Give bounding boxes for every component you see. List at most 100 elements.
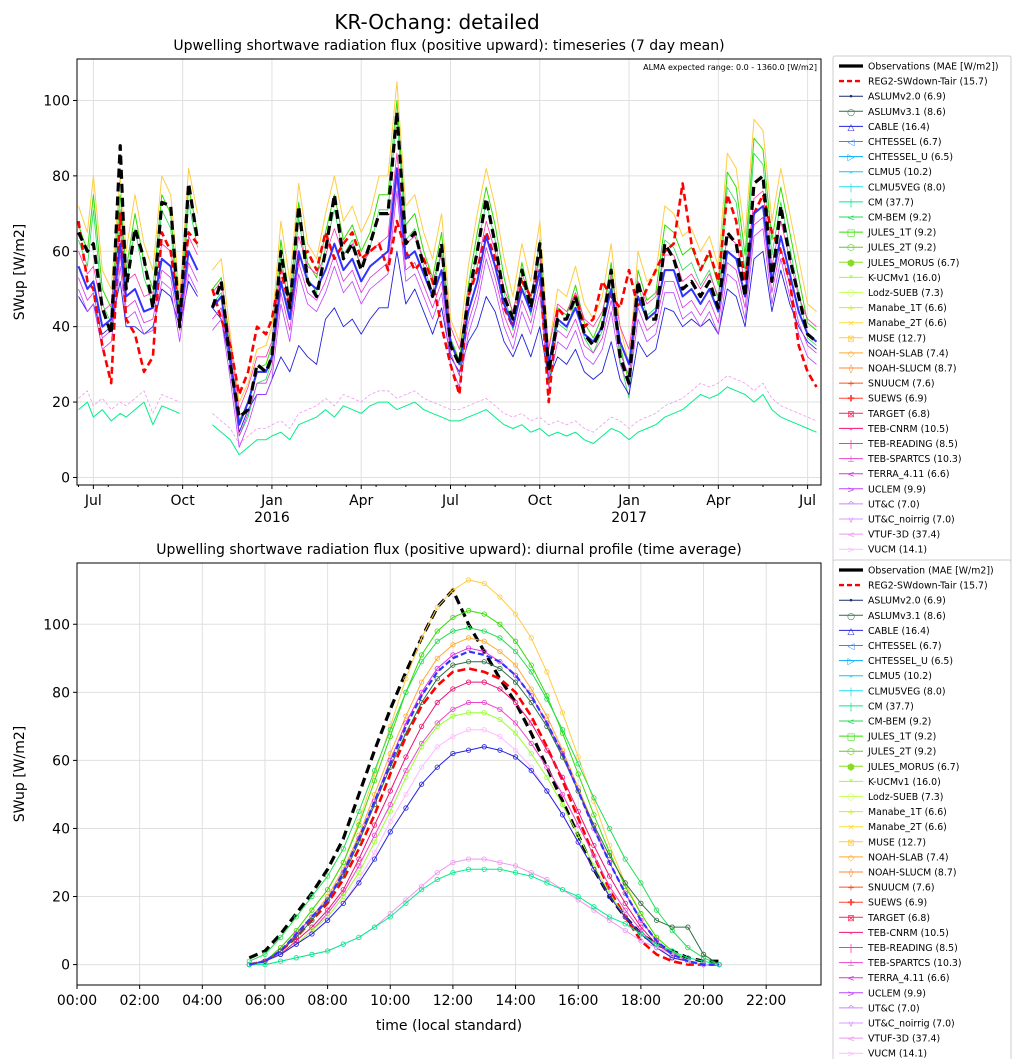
top-x-tick-label: Jan bbox=[260, 493, 283, 509]
legend-box bbox=[832, 559, 1012, 1059]
bottom-point bbox=[528, 699, 534, 706]
legend-label: Manabe_1T (6.6) bbox=[868, 807, 947, 818]
bottom-point bbox=[544, 747, 550, 753]
bottom-point bbox=[716, 961, 722, 968]
bottom-chart-legend: Observation (MAE [W/m2]) REG2-SWdown-Tair… bbox=[832, 559, 1012, 1059]
legend-label: SNUUCM (7.6) bbox=[868, 379, 935, 390]
legend-label: ASLUMv3.1 (8.6) bbox=[868, 611, 946, 622]
bottom-point bbox=[638, 927, 644, 934]
bottom-point bbox=[465, 635, 472, 641]
bottom-point bbox=[481, 611, 487, 617]
bottom-point bbox=[340, 859, 346, 866]
legend-marker: | bbox=[849, 944, 852, 954]
bottom-point bbox=[544, 764, 550, 770]
bottom-point bbox=[418, 659, 425, 665]
bottom-x-tick-label: 20:00 bbox=[683, 993, 723, 1009]
bottom-point bbox=[371, 849, 378, 855]
legend-label: SNUUCM (7.6) bbox=[868, 883, 935, 894]
bottom-point bbox=[512, 679, 519, 685]
legend-marker: | bbox=[849, 198, 852, 208]
bottom-x-tick-label: 18:00 bbox=[621, 993, 661, 1009]
bottom-point bbox=[575, 808, 581, 815]
bottom-point bbox=[606, 873, 613, 879]
bottom-point bbox=[278, 958, 284, 964]
legend-marker: < bbox=[847, 1035, 855, 1045]
legend-marker: ◊ bbox=[849, 364, 854, 375]
bottom-y-tick-label: 80 bbox=[52, 685, 70, 701]
bottom-point bbox=[606, 842, 613, 849]
bottom-x-tick-label: 06:00 bbox=[245, 993, 285, 1009]
bottom-point bbox=[434, 720, 440, 726]
bottom-point bbox=[434, 764, 440, 770]
bottom-point bbox=[371, 778, 378, 784]
bottom-point bbox=[512, 720, 519, 726]
legend-label: CM-BEM (9.2) bbox=[868, 717, 931, 728]
legend-marker: > bbox=[847, 546, 855, 556]
bottom-point bbox=[465, 679, 472, 685]
bottom-point bbox=[669, 955, 675, 961]
bottom-point bbox=[512, 699, 519, 706]
bottom-point bbox=[387, 910, 393, 917]
legend-marker: ◁ bbox=[848, 642, 855, 652]
bottom-point bbox=[497, 648, 503, 655]
top-series-reg2 bbox=[77, 182, 818, 404]
bottom-chart-title: Upwelling shortwave radiation flux (posi… bbox=[156, 542, 741, 558]
bottom-point bbox=[622, 914, 628, 920]
bottom-point bbox=[434, 604, 440, 610]
top-series-uclem bbox=[78, 190, 817, 448]
legend-marker: > bbox=[847, 1050, 855, 1059]
bottom-point bbox=[606, 883, 613, 889]
bottom-chart-y-label: SWup [W/m2] bbox=[12, 726, 28, 822]
legend-marker: + bbox=[847, 304, 855, 314]
bottom-x-tick-label: 04:00 bbox=[182, 993, 222, 1009]
top-x-tick-label: Jul bbox=[798, 493, 816, 509]
bottom-point bbox=[465, 645, 472, 651]
legend-label: TEB-SPARTCS (10.3) bbox=[867, 454, 962, 465]
top-x-tick-label: Oct bbox=[171, 493, 196, 509]
bottom-point bbox=[371, 839, 378, 845]
bottom-x-tick-label: 12:00 bbox=[433, 993, 473, 1009]
legend-marker: △ bbox=[848, 123, 855, 133]
legend-label: JULES_MORUS (6.7) bbox=[867, 762, 959, 773]
bottom-point bbox=[403, 676, 409, 682]
bottom-point bbox=[559, 802, 566, 808]
legend-box bbox=[832, 55, 1012, 578]
bottom-point bbox=[434, 676, 440, 682]
legend-label: K-UCMv1 (16.0) bbox=[868, 777, 941, 788]
bottom-point bbox=[528, 720, 534, 726]
legend-label: ASLUMv3.1 (8.6) bbox=[868, 107, 946, 118]
top-y-tick-label: 80 bbox=[52, 169, 70, 185]
bottom-point bbox=[246, 958, 252, 964]
legend-marker: < bbox=[847, 531, 855, 541]
bottom-point bbox=[544, 713, 550, 719]
legend-label: CLMU5VEG (8.0) bbox=[868, 182, 946, 193]
bottom-point bbox=[434, 638, 440, 644]
bottom-point bbox=[559, 727, 566, 733]
bottom-point bbox=[575, 754, 581, 760]
bottom-point bbox=[575, 893, 581, 900]
legend-marker: ▷ bbox=[848, 657, 855, 667]
bottom-x-tick-label: 16:00 bbox=[558, 993, 598, 1009]
legend-label: Observations (MAE [W/m2]) bbox=[868, 62, 999, 73]
bottom-point bbox=[638, 931, 644, 937]
bottom-point bbox=[418, 883, 425, 889]
bottom-point bbox=[465, 625, 472, 631]
bottom-point bbox=[418, 781, 425, 787]
legend-label: REG2-SWdown-Tair (15.7) bbox=[868, 77, 988, 88]
bottom-point bbox=[450, 870, 456, 876]
bottom-point bbox=[481, 648, 487, 655]
legend-marker: v bbox=[848, 1020, 854, 1030]
bottom-x-tick-label: 14:00 bbox=[495, 993, 535, 1009]
legend-label: CHTESSEL (6.7) bbox=[868, 137, 942, 148]
bottom-point bbox=[403, 900, 409, 906]
legend-label: MUSE (12.7) bbox=[868, 837, 926, 848]
legend-marker: + bbox=[847, 884, 855, 894]
bottom-point bbox=[512, 870, 519, 876]
legend-marker: > bbox=[847, 989, 855, 999]
bottom-point bbox=[575, 771, 581, 777]
bottom-point bbox=[544, 669, 550, 675]
bottom-point bbox=[387, 750, 393, 757]
top-chart-annotation: ALMA expected range: 0.0 - 1360.0 [W/m2] bbox=[643, 63, 817, 72]
top-series-low bbox=[78, 386, 817, 456]
